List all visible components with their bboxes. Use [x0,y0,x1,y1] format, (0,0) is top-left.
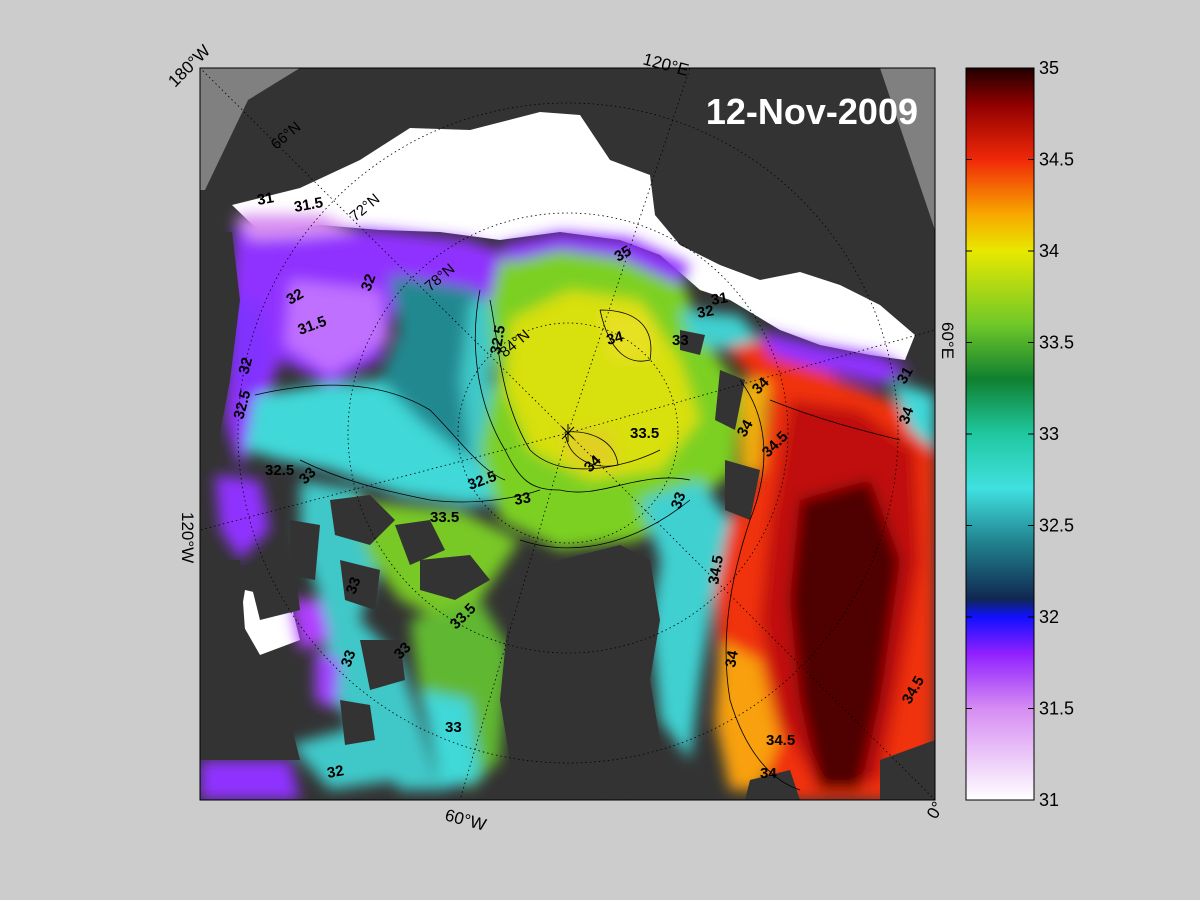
contour-label: 33 [668,490,690,511]
contour-label: 34 [760,765,777,782]
north-pole-marker [561,424,575,442]
contour-label: 33 [338,648,360,669]
contour-label: 32 [284,285,307,308]
land-masses [200,230,935,800]
contour-label: 32.5 [230,388,254,421]
border-label-0: 0° [923,798,948,822]
contour-label: 34 [734,416,757,440]
date-title: 12-Nov-2009 [706,91,918,132]
colorbar-tick-label: 33 [1039,424,1059,444]
contour-label: 33.5 [630,425,659,442]
contour-label: 34.5 [766,732,795,749]
colorbar-tick-label: 32.5 [1039,516,1074,536]
colorbar-gradient [965,67,1035,801]
contour-label: 34 [896,404,918,426]
contour-label: 33 [672,332,689,349]
contour-label: 33 [445,719,462,736]
off-grid-area [200,68,300,190]
colorbar-tick-label: 35 [1039,58,1059,78]
colorbar-tick-label: 34 [1039,241,1059,261]
colorbar-tick-label: 34.5 [1039,150,1074,170]
sea-ice-area [232,112,915,360]
contour-label: 31 [710,289,729,309]
colorbar-tick-label: 31 [1039,790,1059,810]
contour-label: 35 [612,242,635,265]
border-label-60e: 60°E [938,322,957,359]
contour-label: 33.5 [430,509,459,526]
border-label-120w: 120°W [178,512,197,563]
contour-label: 34.5 [705,554,727,586]
colorbar-ticks: 31 31.5 32 32.5 33 33.5 34 34.5 35 [966,58,1074,810]
colorbar: 31 31.5 32 32.5 33 33.5 34 34.5 35 [965,58,1074,810]
graticule [200,68,935,800]
off-grid-area [880,68,935,230]
contour-label: 32.5 [265,462,294,479]
contour-label: 31 [894,364,917,387]
contour-label: 32 [235,356,256,377]
colorbar-tick-label: 33.5 [1039,333,1074,353]
contour-label: 32.5 [487,324,509,356]
contour-label: 34 [605,328,626,349]
colorbar-tick-label: 31.5 [1039,699,1074,719]
contour-label: 34 [722,649,742,669]
border-label-60w: 60°W [443,806,488,835]
colorbar-tick-label: 32 [1039,607,1059,627]
contour-label: 32 [326,762,345,782]
contour-label: 32 [696,302,715,322]
map-frame [199,67,936,801]
contour-label: 32 [358,272,380,293]
contour-label: 33 [513,489,532,509]
contour-label: 31 [256,189,275,209]
contour-label: 31.5 [293,194,325,216]
contour-lines [254,289,901,791]
contour-label: 33 [343,575,365,596]
